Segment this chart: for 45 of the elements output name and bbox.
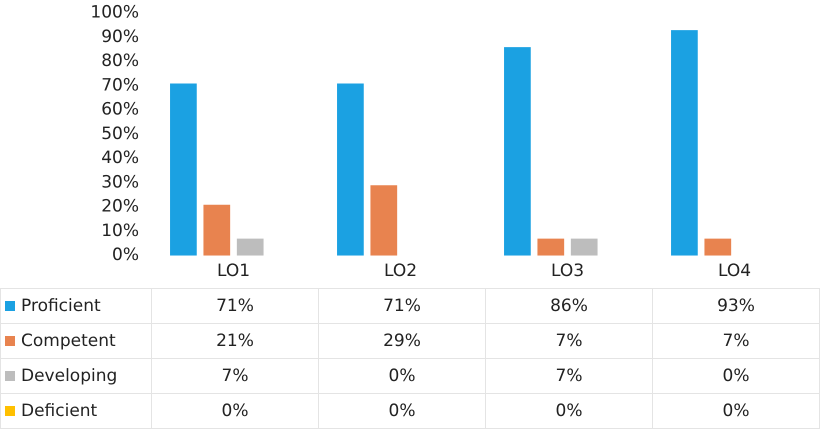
data-label: 71% [318, 288, 486, 324]
legend-label: Developing [0, 358, 152, 394]
bar [704, 238, 732, 256]
y-tick-label: 50% [101, 124, 139, 144]
y-tick-label: 20% [101, 196, 139, 217]
x-tick-label: LO3 [550, 261, 584, 282]
data-label: 71% [152, 288, 318, 324]
bar [203, 204, 230, 256]
data-label: 7% [152, 358, 318, 394]
data-label: 0% [152, 394, 318, 428]
legend-label: Proficient [0, 288, 152, 324]
data-label: 93% [652, 288, 820, 324]
y-tick-label: 90% [101, 26, 139, 47]
y-tick-label: 80% [101, 51, 139, 72]
y-tick-label: 10% [101, 220, 139, 241]
data-label: 0% [652, 358, 820, 394]
data-label: 0% [318, 358, 486, 394]
y-tick-label: 30% [101, 172, 139, 192]
data-label: 0% [486, 394, 652, 428]
x-tick-label: LO4 [718, 261, 752, 282]
bar [370, 185, 398, 256]
y-tick-label: 40% [101, 148, 139, 168]
data-label: 0% [318, 394, 486, 428]
bar [170, 83, 197, 256]
y-tick-label: 70% [101, 75, 139, 96]
x-tick-label: LO2 [384, 261, 418, 282]
data-label: 21% [152, 324, 318, 358]
data-label: 7% [486, 324, 652, 358]
bar [537, 238, 564, 256]
bar [337, 83, 364, 256]
data-label: 0% [652, 394, 820, 428]
legend-label: Competent [0, 324, 152, 358]
y-tick-label: 100% [90, 2, 139, 23]
data-label: 86% [486, 288, 652, 324]
x-tick-label: LO1 [216, 261, 250, 282]
bar [570, 238, 598, 256]
bar [504, 47, 531, 256]
bar [236, 238, 264, 256]
y-tick-label: 60% [101, 100, 139, 120]
legend-label: Deficient [0, 394, 152, 428]
data-label: 7% [486, 358, 652, 394]
data-label: 29% [318, 324, 486, 358]
bar [671, 30, 698, 256]
data-label: 7% [652, 324, 820, 358]
y-tick-label: 0% [112, 245, 139, 266]
